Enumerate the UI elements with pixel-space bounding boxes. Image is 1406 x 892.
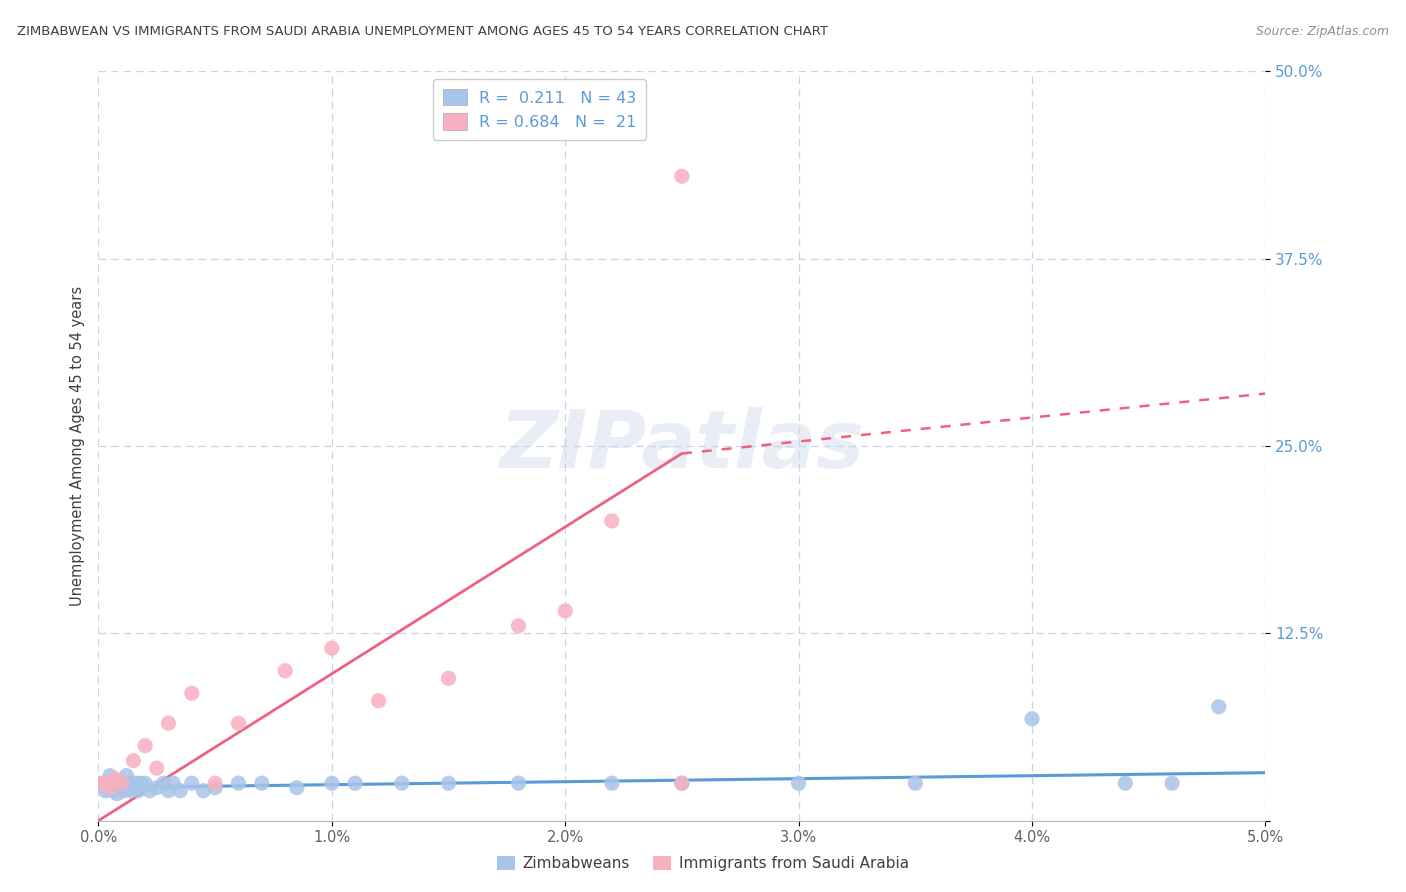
Point xyxy=(1208,699,1230,714)
Point xyxy=(508,619,530,633)
Point xyxy=(671,169,693,184)
Point xyxy=(228,716,250,731)
Point xyxy=(508,776,530,790)
Point xyxy=(1021,712,1043,726)
Point xyxy=(180,776,202,790)
Point xyxy=(162,776,184,790)
Point xyxy=(115,769,138,783)
Legend: Zimbabweans, Immigrants from Saudi Arabia: Zimbabweans, Immigrants from Saudi Arabi… xyxy=(491,850,915,877)
Point xyxy=(97,780,120,795)
Point xyxy=(120,783,142,797)
Point xyxy=(111,776,134,790)
Point xyxy=(104,772,127,786)
Point xyxy=(228,776,250,790)
Point xyxy=(104,776,127,790)
Point xyxy=(101,783,124,797)
Point xyxy=(139,783,162,797)
Text: Source: ZipAtlas.com: Source: ZipAtlas.com xyxy=(1256,25,1389,38)
Point xyxy=(285,780,308,795)
Point xyxy=(91,776,114,790)
Point xyxy=(105,787,128,801)
Point xyxy=(204,776,226,790)
Point xyxy=(122,780,145,795)
Point xyxy=(134,776,156,790)
Point xyxy=(1161,776,1184,790)
Point xyxy=(94,776,117,790)
Point xyxy=(787,776,810,790)
Point xyxy=(344,776,367,790)
Point xyxy=(600,776,623,790)
Point xyxy=(1114,776,1136,790)
Point xyxy=(437,776,460,790)
Point xyxy=(146,761,169,775)
Point xyxy=(671,776,693,790)
Point xyxy=(367,694,389,708)
Point xyxy=(90,776,112,790)
Point xyxy=(204,780,226,795)
Point xyxy=(108,780,131,795)
Point xyxy=(321,641,343,656)
Point xyxy=(111,776,134,790)
Point xyxy=(98,769,121,783)
Point xyxy=(157,783,180,797)
Point xyxy=(193,783,215,797)
Point xyxy=(118,776,141,790)
Point xyxy=(554,604,576,618)
Point xyxy=(169,783,191,797)
Point xyxy=(94,783,117,797)
Point xyxy=(437,671,460,685)
Text: ZIMBABWEAN VS IMMIGRANTS FROM SAUDI ARABIA UNEMPLOYMENT AMONG AGES 45 TO 54 YEAR: ZIMBABWEAN VS IMMIGRANTS FROM SAUDI ARAB… xyxy=(17,25,828,38)
Y-axis label: Unemployment Among Ages 45 to 54 years: Unemployment Among Ages 45 to 54 years xyxy=(69,286,84,606)
Point xyxy=(157,716,180,731)
Point xyxy=(671,776,693,790)
Point xyxy=(904,776,927,790)
Point xyxy=(98,780,121,795)
Text: ZIPatlas: ZIPatlas xyxy=(499,407,865,485)
Point xyxy=(127,783,149,797)
Point xyxy=(134,739,156,753)
Point xyxy=(391,776,413,790)
Point xyxy=(122,754,145,768)
Point xyxy=(274,664,297,678)
Point xyxy=(152,776,174,790)
Point xyxy=(180,686,202,700)
Point xyxy=(125,776,148,790)
Point xyxy=(129,776,152,790)
Legend: R =  0.211   N = 43, R = 0.684   N =  21: R = 0.211 N = 43, R = 0.684 N = 21 xyxy=(433,79,647,140)
Point xyxy=(250,776,273,790)
Point xyxy=(146,780,169,795)
Point xyxy=(112,783,135,797)
Point xyxy=(321,776,343,790)
Point xyxy=(600,514,623,528)
